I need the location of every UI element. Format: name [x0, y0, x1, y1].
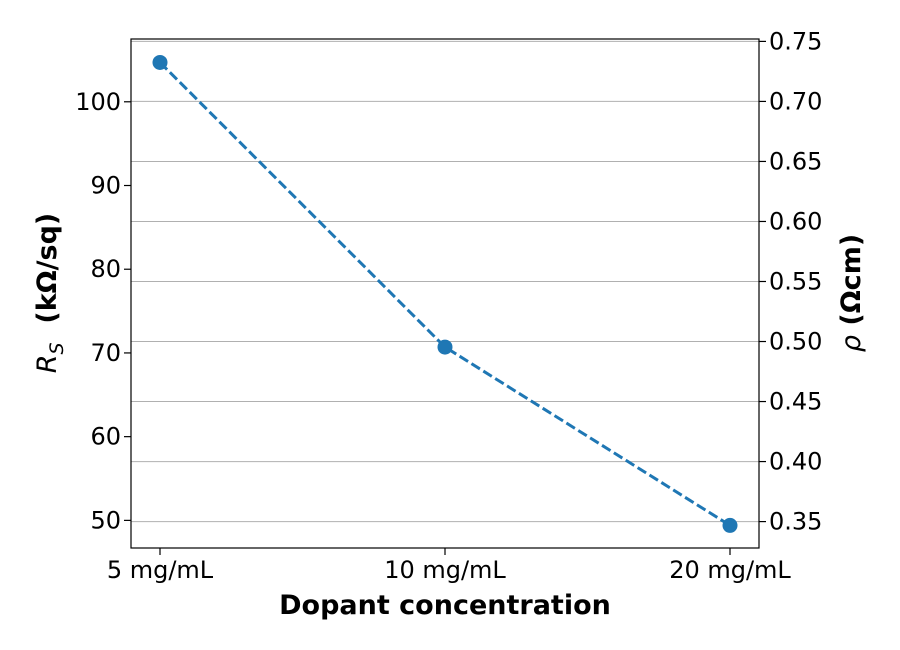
y-tick-label: 80: [90, 255, 121, 283]
y-axis-symbol: R: [32, 354, 63, 373]
y-axis-unit: (kΩ/sq): [32, 213, 63, 324]
y2-tick-label: 0.40: [769, 448, 822, 476]
grid-lines: [131, 40, 759, 523]
y2-axis-symbol: ρ: [836, 335, 867, 352]
y-axis-subscript: S: [46, 342, 68, 354]
right-axis: 0.35 0.40 0.45 0.50 0.55 0.60 0.65 0.70 0.75: [759, 27, 822, 536]
y2-tick-label: 0.35: [769, 508, 822, 536]
data-point: [722, 517, 738, 533]
y-tick-label: 90: [90, 172, 121, 200]
y2-axis-title: ρ (Ωcm): [836, 234, 867, 352]
y-tick-label: 50: [90, 506, 121, 534]
y2-tick-label: 0.50: [769, 328, 822, 356]
data-point: [437, 339, 453, 355]
y2-tick-label: 0.60: [769, 207, 822, 235]
x-tick-label: 20 mg/mL: [669, 556, 791, 584]
y2-tick-label: 0.70: [769, 87, 822, 115]
plot-frame: [130, 38, 760, 549]
x-tick-label: 10 mg/mL: [384, 556, 506, 584]
data-point: [152, 54, 168, 70]
y2-tick-label: 0.55: [769, 267, 822, 295]
series-layer: [152, 54, 738, 533]
x-axis-title: Dopant concentration: [279, 590, 611, 621]
y2-axis-unit: (Ωcm): [836, 234, 867, 326]
y2-tick-label: 0.65: [769, 147, 822, 175]
y2-tick-label: 0.75: [769, 27, 822, 55]
x-tick-label: 5 mg/mL: [107, 556, 214, 584]
x-axis: 5 mg/mL 10 mg/mL 20 mg/mL: [107, 548, 791, 584]
y-tick-label: 60: [90, 423, 121, 451]
y2-tick-label: 0.45: [769, 388, 822, 416]
y-axis-title: RS (kΩ/sq): [32, 213, 68, 374]
y-tick-label: 70: [90, 339, 121, 367]
left-axis: 50 60 70 80 90 100: [75, 88, 131, 534]
y-tick-label: 100: [75, 88, 121, 116]
series-line: [158, 61, 731, 527]
